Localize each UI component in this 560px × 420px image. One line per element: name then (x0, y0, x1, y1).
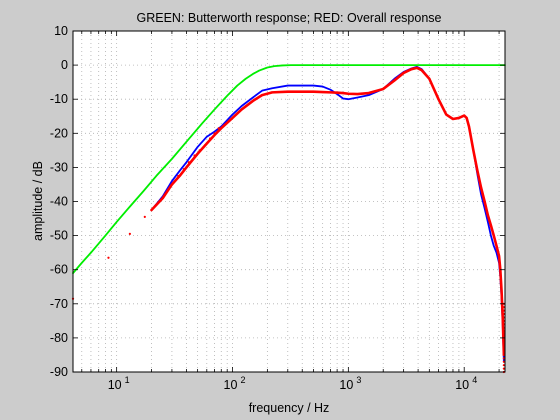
y-tick-label: -90 (50, 365, 68, 379)
data-point (107, 256, 110, 259)
data-point (502, 343, 505, 346)
data-point (502, 312, 505, 316)
x-tick-label: 10 (339, 378, 353, 392)
x-tick-exponent: 1 (125, 375, 130, 385)
data-point (502, 353, 505, 357)
data-point (502, 323, 505, 326)
y-tick-label: -50 (50, 229, 68, 243)
data-point (502, 340, 505, 343)
x-tick-label: 10 (455, 378, 469, 392)
data-point (170, 183, 174, 186)
data-point (198, 149, 201, 152)
y-tick-label: -40 (50, 195, 68, 209)
data-point (163, 193, 166, 196)
data-point (187, 161, 190, 164)
data-point (502, 329, 505, 333)
chart-title: GREEN: Butterworth response; RED: Overal… (137, 11, 442, 25)
y-tick-label: -20 (50, 126, 68, 140)
data-point (502, 316, 505, 319)
x-axis-label: frequency / Hz (249, 401, 330, 415)
data-point (502, 319, 505, 322)
data-point (193, 154, 196, 157)
y-tick-label: -10 (50, 92, 68, 106)
y-tick-label: 0 (61, 58, 68, 72)
grid-lines (73, 30, 505, 373)
data-point (143, 215, 146, 218)
x-tick-label: 10 (108, 378, 122, 392)
data-point (128, 232, 131, 235)
x-tick-exponent: 2 (240, 375, 245, 385)
y-tick-label: -30 (50, 160, 68, 174)
x-tick-exponent: 4 (472, 375, 477, 385)
data-point (208, 137, 212, 140)
data-point (502, 360, 505, 363)
y-tick-label: -60 (50, 263, 68, 277)
y-tick-label: 10 (54, 24, 68, 38)
data-point (502, 350, 505, 353)
data-point (177, 174, 180, 178)
series-group (71, 64, 506, 374)
y-tick-label: -80 (50, 331, 68, 345)
y-axis-label: amplitude / dB (31, 161, 45, 241)
x-tick-label: 10 (224, 378, 238, 392)
data-point (502, 347, 505, 350)
data-point (502, 306, 505, 309)
data-point (502, 309, 505, 312)
data-point (502, 364, 505, 367)
data-point (502, 357, 505, 360)
x-tick-exponent: 3 (356, 375, 361, 385)
series-line (150, 66, 506, 357)
y-tick-label: -70 (50, 297, 68, 311)
data-point (182, 168, 185, 171)
data-point (217, 127, 220, 130)
data-point (213, 132, 216, 135)
data-point (502, 333, 505, 336)
data-point (502, 367, 505, 370)
data-point (502, 326, 505, 329)
series-line (150, 65, 505, 363)
data-point (203, 144, 207, 147)
series-line (72, 64, 506, 275)
